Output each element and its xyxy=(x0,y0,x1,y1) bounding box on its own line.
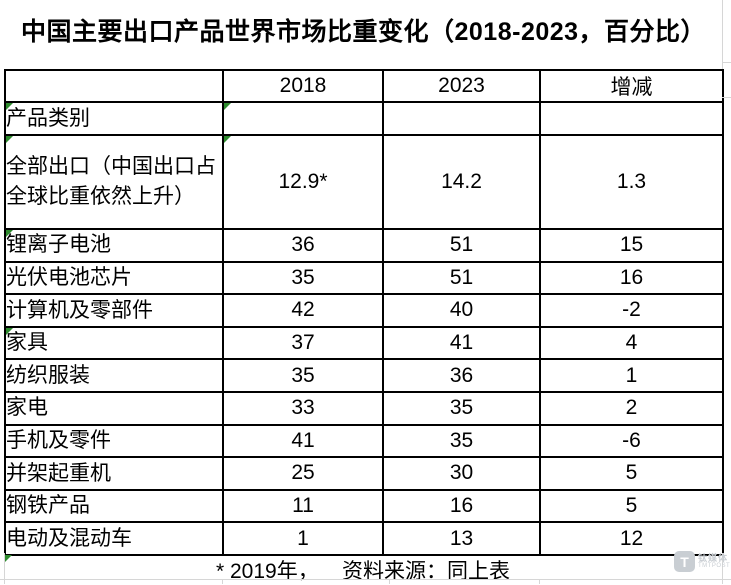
value-2018-cell: 11 xyxy=(222,488,384,524)
product-cell: 全部出口（中国出口占全球比重依然上升） xyxy=(4,134,224,230)
delta-cell: 4 xyxy=(539,325,724,361)
table-row: 钢铁产品 11 16 5 xyxy=(4,488,724,524)
gridline xyxy=(722,553,723,584)
delta-cell: 1.3 xyxy=(539,134,724,230)
tmtpost-logo-icon: T xyxy=(674,551,695,572)
table-row: 家电 33 35 2 xyxy=(4,390,724,426)
table-row: 并架起重机 25 30 5 xyxy=(4,456,724,491)
header-product-cell xyxy=(4,69,224,103)
value-2018-cell: 36 xyxy=(222,228,384,263)
table-row: 手机及零件 41 35 -6 xyxy=(4,423,724,459)
gridline xyxy=(222,579,223,584)
value-2023-cell: 13 xyxy=(382,521,541,556)
value-2023-cell: 35 xyxy=(382,390,541,426)
product-cell: 锂离子电池 xyxy=(4,228,224,263)
delta-cell xyxy=(539,101,724,136)
value-2023-cell: 36 xyxy=(382,358,541,393)
product-cell: 计算机及零部件 xyxy=(4,293,224,328)
value-2023-cell: 35 xyxy=(382,423,541,459)
delta-cell: -6 xyxy=(539,423,724,459)
green-flag-icon xyxy=(7,328,13,335)
gridline xyxy=(0,579,731,580)
delta-cell: 5 xyxy=(539,488,724,524)
value-2023-cell: 14.2 xyxy=(382,134,541,230)
tmtpost-watermark: T 钛媒体 TMTPOST xyxy=(674,551,730,572)
table-row: 全部出口（中国出口占全球比重依然上升） 12.9* 14.2 1.3 xyxy=(4,134,724,230)
gridline xyxy=(722,0,723,69)
value-2023-cell xyxy=(382,101,541,136)
header-2018-cell: 2018 xyxy=(222,69,384,103)
green-flag-icon xyxy=(7,104,13,110)
product-cell: 产品类别 xyxy=(4,101,224,136)
gridline xyxy=(539,579,540,584)
product-cell: 家具 xyxy=(4,325,224,361)
value-2018-cell: 12.9* xyxy=(222,134,384,230)
table-row: 计算机及零部件 42 40 -2 xyxy=(4,293,724,328)
gridline xyxy=(389,579,390,584)
value-2023-cell: 51 xyxy=(382,260,541,296)
delta-cell: 1 xyxy=(539,358,724,393)
market-share-table: 2018 2023 增减 产品类别 全部出口（中国出口占全球比重依然上升） 12… xyxy=(4,69,724,556)
watermark-brand-en: TMTPOST xyxy=(698,563,731,569)
product-cell: 光伏电池芯片 xyxy=(4,260,224,296)
product-cell: 家电 xyxy=(4,390,224,426)
value-2023-cell: 51 xyxy=(382,228,541,263)
table-row: 家具 37 41 4 xyxy=(4,325,724,361)
green-flag-icon xyxy=(5,555,12,562)
header-delta-cell: 增减 xyxy=(539,69,724,103)
value-2023-cell: 16 xyxy=(382,488,541,524)
value-2018-cell: 33 xyxy=(222,390,384,426)
value-2018-cell xyxy=(222,101,384,136)
table-row: 光伏电池芯片 35 51 16 xyxy=(4,260,724,296)
value-2023-cell: 40 xyxy=(382,293,541,328)
delta-cell: 2 xyxy=(539,390,724,426)
page-title: 中国主要出口产品世界市场比重变化（2018-2023，百分比） xyxy=(21,18,707,46)
value-2018-cell: 1 xyxy=(222,521,384,556)
value-2018-cell: 41 xyxy=(222,423,384,459)
value-2018-cell: 42 xyxy=(222,293,384,328)
value-2018-cell: 35 xyxy=(222,358,384,393)
product-cell: 纺织服装 xyxy=(4,358,224,393)
product-cell: 并架起重机 xyxy=(4,456,224,491)
value-2018-cell: 35 xyxy=(222,260,384,296)
table-row: 锂离子电池 36 51 15 xyxy=(4,228,724,263)
product-cell: 钢铁产品 xyxy=(4,488,224,524)
footnote-source-text: * 2019年， 资料来源：同上表 xyxy=(215,560,511,583)
table-row: 产品类别 xyxy=(4,101,724,136)
green-flag-icon xyxy=(7,230,13,237)
delta-cell: 16 xyxy=(539,260,724,296)
gridline xyxy=(722,62,731,63)
value-2018-cell: 25 xyxy=(222,456,384,491)
table-row: 电动及混动车 1 13 12 xyxy=(4,521,724,556)
value-2023-cell: 30 xyxy=(382,456,541,491)
table-row: 纺织服装 35 36 1 xyxy=(4,358,724,393)
gridline xyxy=(722,97,731,98)
delta-cell: -2 xyxy=(539,293,724,328)
delta-cell: 12 xyxy=(539,521,724,556)
delta-cell: 15 xyxy=(539,228,724,263)
value-2023-cell: 41 xyxy=(382,325,541,361)
gridline xyxy=(4,553,5,584)
value-2018-cell: 37 xyxy=(222,325,384,361)
green-flag-icon xyxy=(7,137,13,143)
table-header-row: 2018 2023 增减 xyxy=(4,69,724,103)
product-cell: 手机及零件 xyxy=(4,423,224,459)
delta-cell: 5 xyxy=(539,456,724,491)
product-cell: 电动及混动车 xyxy=(4,521,224,556)
green-flag-icon xyxy=(225,137,231,143)
green-flag-icon xyxy=(225,104,231,110)
watermark-brand-cn: 钛媒体 xyxy=(698,553,729,563)
header-2023-cell: 2023 xyxy=(382,69,541,103)
